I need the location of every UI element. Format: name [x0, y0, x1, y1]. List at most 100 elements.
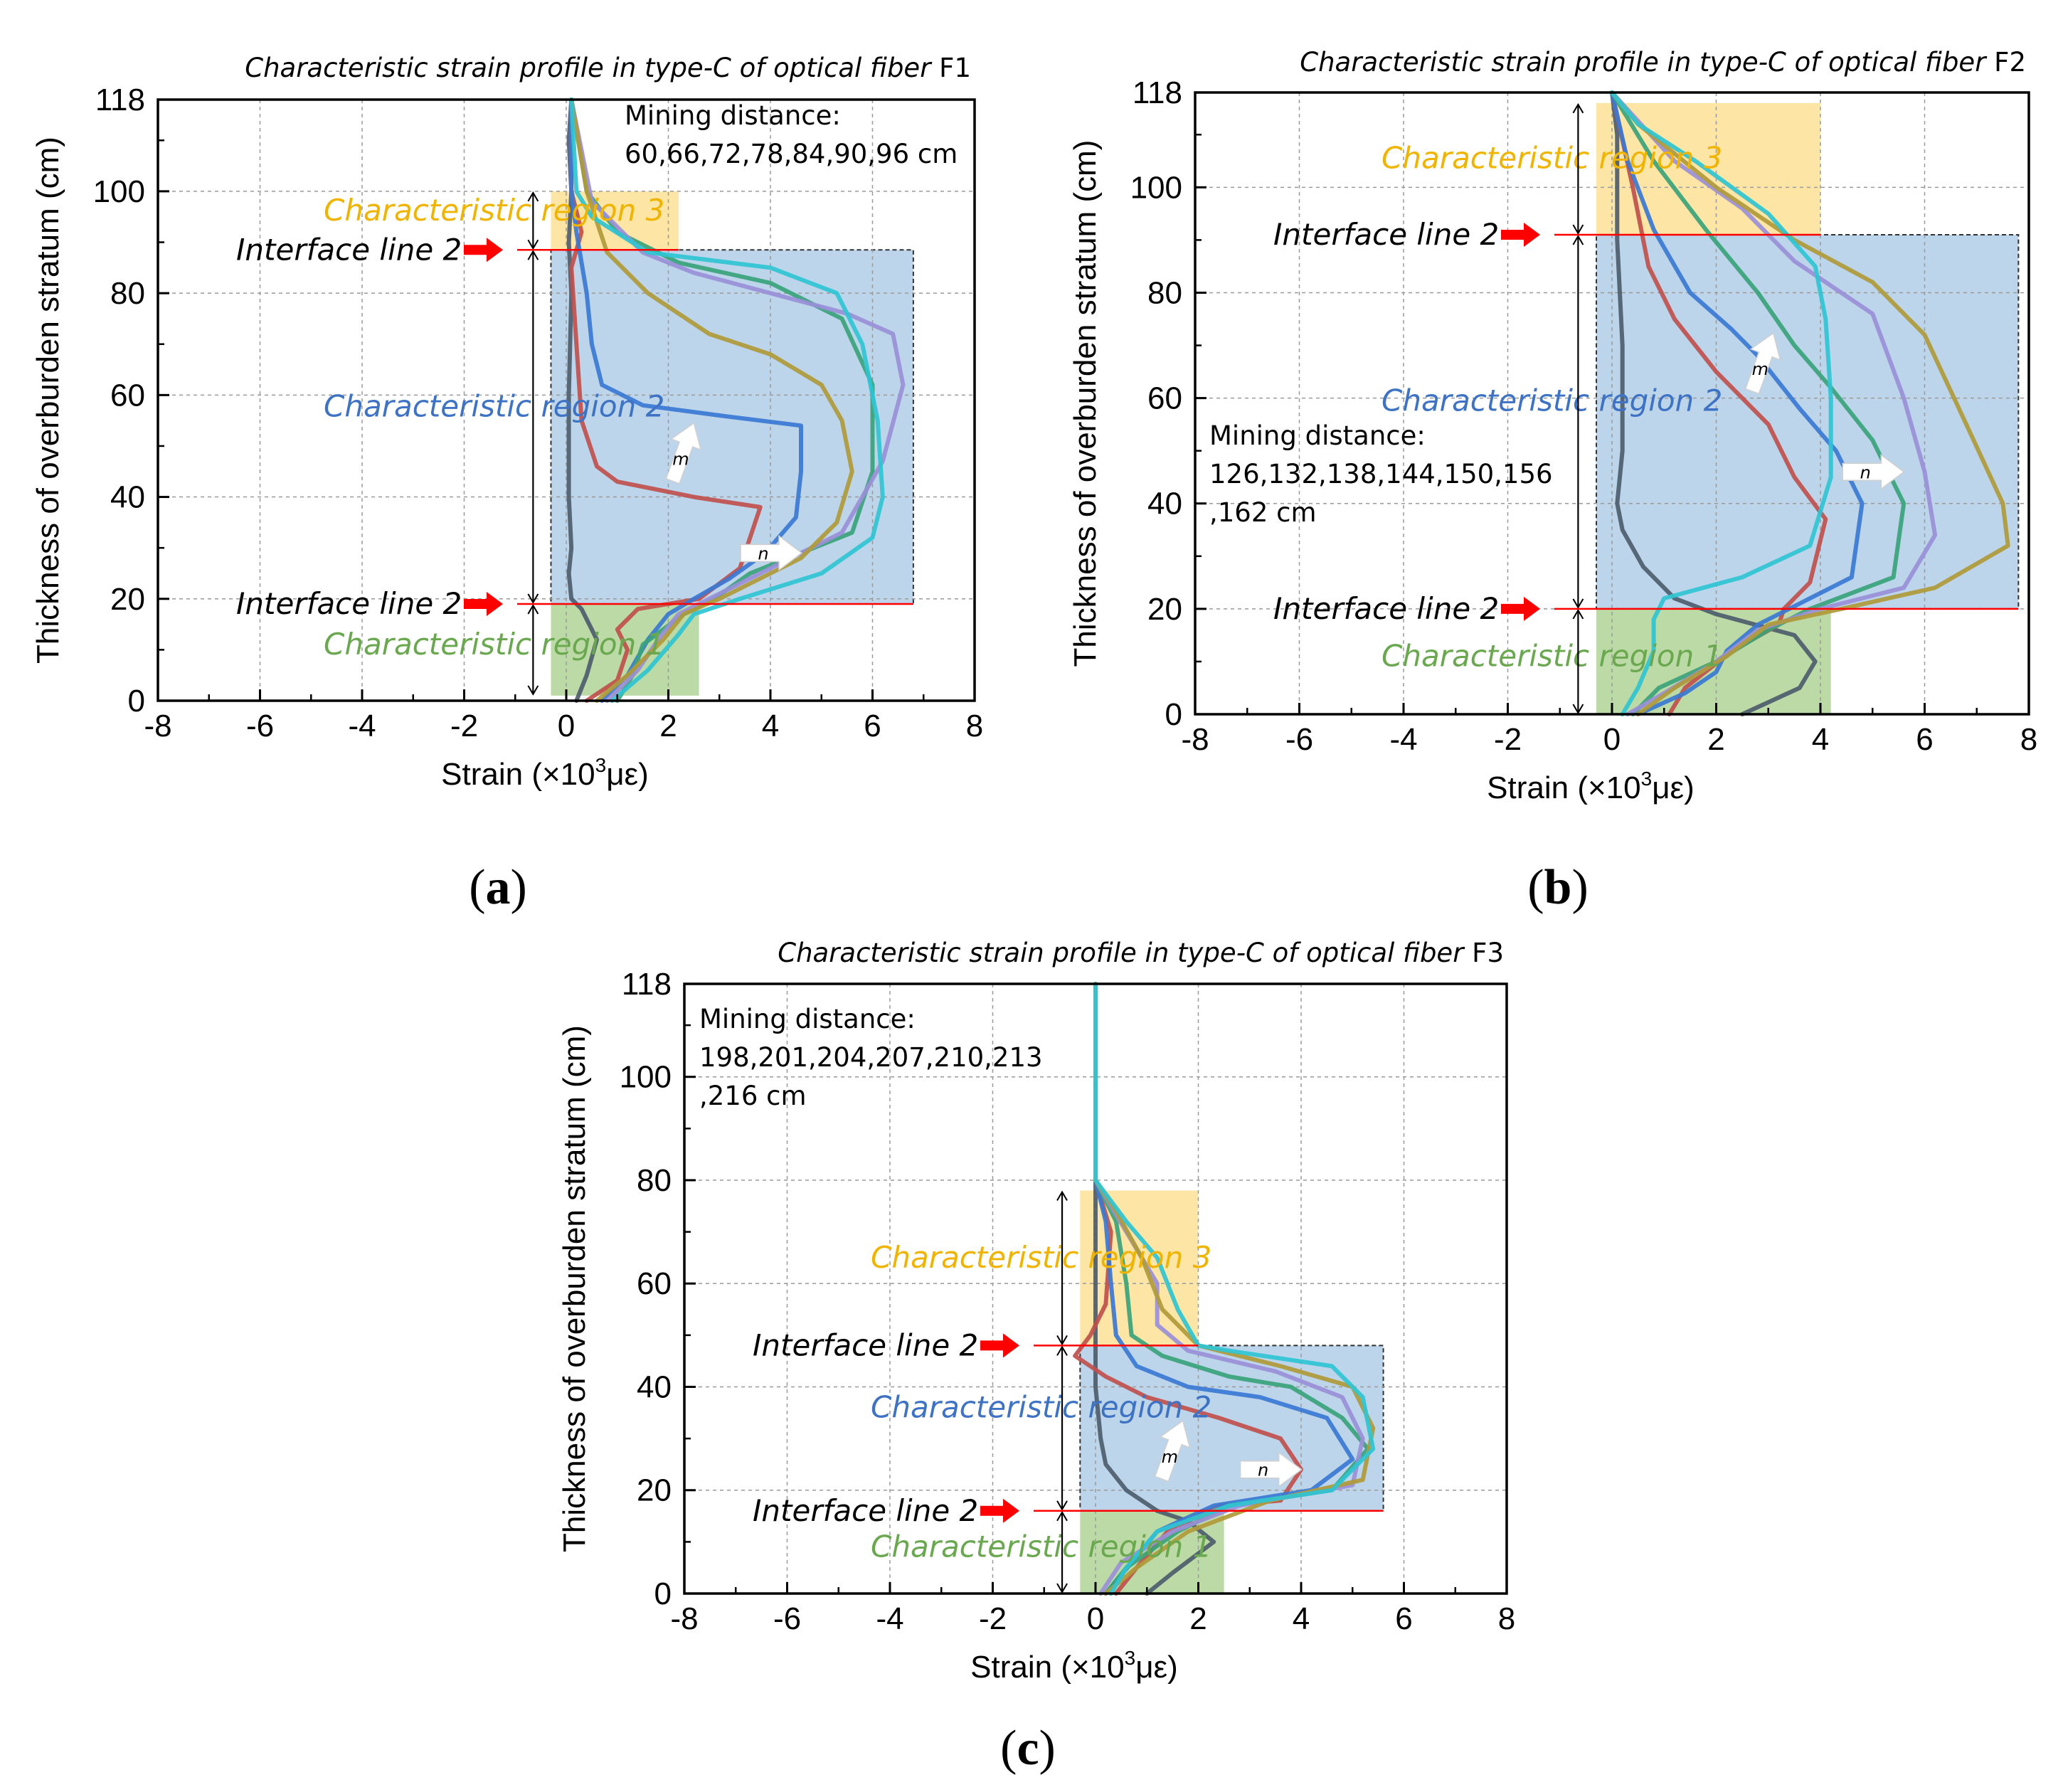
region-extent-arrowhead: [527, 239, 539, 250]
series-line-156: [1610, 90, 2010, 716]
panel-letter-value: c: [1017, 1721, 1039, 1776]
arrow-m-icon: m: [1744, 332, 1781, 395]
region-label-2: Characteristic region 2: [1381, 383, 1722, 418]
chart-title-text: Characteristic strain profile in type-C …: [245, 53, 933, 83]
interface-label: Interface line 2: [753, 1327, 978, 1362]
panel-letter-value: b: [1544, 860, 1572, 915]
y-tick-label: 0: [128, 684, 145, 719]
mining-distance-values: 60,66,72,78,84,90,96 cm: [625, 139, 958, 169]
y-tick-label: 118: [1133, 75, 1182, 110]
y-tick-label: 0: [654, 1576, 672, 1611]
y-tick-label: 20: [637, 1473, 672, 1508]
chart-title: Characteristic strain profile in type-C …: [1300, 47, 2026, 78]
x-tick-label: -8: [670, 1601, 698, 1636]
x-tick-label: -8: [1181, 722, 1209, 757]
arrow-m-shape: [665, 422, 702, 484]
x-tick-label: 6: [1395, 1601, 1412, 1636]
region-extent-arrowhead: [1056, 1190, 1068, 1202]
region-label-3: Characteristic region 3: [1381, 141, 1722, 176]
region-label-1: Characteristic region 1: [1381, 639, 1722, 674]
chart-title-text: Characteristic strain profile in type-C …: [1300, 47, 1988, 78]
x-tick-label: 0: [1087, 1601, 1104, 1636]
x-tick-label: 8: [2020, 722, 2037, 757]
arrow-n-icon: n: [1239, 1451, 1303, 1488]
series-line-216: [1093, 982, 1376, 1596]
y-tick-label: 40: [1147, 487, 1182, 521]
x-axis-label-sup: 3: [1125, 1647, 1136, 1669]
panel-letter-open: (: [469, 860, 485, 915]
x-axis-label-suffix: με): [1135, 1650, 1178, 1685]
interface-label: Interface line 2: [236, 232, 462, 267]
region-extent-arrowhead: [1056, 1500, 1068, 1511]
x-axis-label: Strain (×103με): [441, 754, 649, 792]
region-box-2: [550, 249, 914, 605]
x-tick-label: 4: [1812, 722, 1829, 757]
y-tick-label: 80: [637, 1163, 672, 1198]
mining-distance-label: Mining distance:: [699, 1004, 916, 1034]
interface-arrow-icon: [980, 1333, 1019, 1358]
mining-distance-values: 126,132,138,144,150,156: [1209, 459, 1553, 489]
x-tick-label: 0: [1603, 722, 1621, 757]
region-label-3: Characteristic region 3: [871, 1240, 1211, 1275]
arrow-n-shape: [740, 534, 803, 571]
region-extent-arrowhead: [1572, 704, 1584, 714]
region-extent-arrowhead: [527, 250, 539, 260]
y-tick-label: 80: [110, 276, 145, 311]
series-line-198: [1093, 982, 1216, 1596]
x-tick-label: -8: [144, 709, 171, 743]
region-extent-arrowhead: [1056, 1583, 1068, 1594]
region-extent-arrowhead: [527, 603, 539, 615]
region-label-3: Characteristic region 3: [324, 193, 664, 228]
region-extent-arrowhead: [1056, 1510, 1068, 1522]
panel-letter: (c): [1000, 1721, 1056, 1776]
x-tick-label: 6: [864, 709, 881, 743]
arrow-n-icon: n: [1842, 453, 1905, 490]
x-tick-label: 4: [1293, 1601, 1310, 1636]
y-axis-label: Thickness of overburden stratum (cm): [557, 1025, 592, 1552]
region-label-1: Characteristic region 1: [871, 1529, 1211, 1564]
y-tick-label: 40: [110, 480, 145, 515]
chart-title-text: Characteristic strain profile in type-C …: [778, 938, 1465, 968]
y-tick-label: 40: [637, 1369, 672, 1404]
series-line-72: [569, 97, 803, 703]
mining-distance-values: 198,201,204,207,210,213: [699, 1042, 1043, 1073]
x-tick-label: -6: [1285, 722, 1313, 757]
panel-letter-open: (: [1000, 1721, 1017, 1776]
region-extent-arrowhead: [1572, 234, 1584, 245]
region-extent-arrowhead: [527, 685, 539, 696]
interface-arrow-icon: [980, 1498, 1019, 1523]
y-tick-label: 60: [1147, 381, 1182, 416]
x-tick-label: 2: [1707, 722, 1724, 757]
arrow-n-icon: n: [740, 534, 803, 571]
chart-title: Characteristic strain profile in type-C …: [778, 938, 1504, 968]
region-extent-arrowhead: [1572, 608, 1584, 620]
arrow-m-label: m: [1752, 359, 1768, 379]
y-axis-label: Thickness of overburden stratum (cm): [1068, 140, 1103, 667]
arrow-n-label: n: [758, 544, 768, 563]
y-tick-label: 100: [620, 1060, 672, 1095]
x-tick-label: -6: [773, 1601, 801, 1636]
region-extent-arrowhead: [1056, 1335, 1068, 1346]
panel-letter-close: ): [1571, 860, 1588, 915]
region-label-2: Characteristic region 2: [324, 388, 664, 423]
x-tick-label: 0: [558, 709, 575, 743]
panel-letter-close: ): [511, 860, 527, 915]
arrow-n-label: n: [1860, 462, 1871, 482]
x-axis-label: Strain (×103με): [970, 1647, 1178, 1685]
y-tick-label: 60: [110, 378, 145, 413]
x-axis-label-sup: 3: [595, 754, 607, 776]
x-axis-label-prefix: Strain (×10: [1487, 770, 1640, 805]
mining-distance-label: Mining distance:: [1209, 420, 1426, 451]
arrow-m-shape: [1154, 1419, 1191, 1483]
mining-distance-values: ,162 cm: [1209, 497, 1317, 528]
x-tick-label: 4: [762, 709, 779, 743]
interface-label: Interface line 2: [1273, 217, 1499, 252]
panel-letter-close: ): [1039, 1721, 1056, 1776]
panel-letter-open: (: [1527, 860, 1544, 915]
region-label-2: Characteristic region 2: [871, 1390, 1211, 1425]
arrow-n-shape: [1239, 1451, 1303, 1488]
y-tick-label: 80: [1147, 275, 1182, 310]
x-axis-label-prefix: Strain (×10: [970, 1650, 1124, 1685]
y-tick-label: 0: [1165, 697, 1182, 732]
